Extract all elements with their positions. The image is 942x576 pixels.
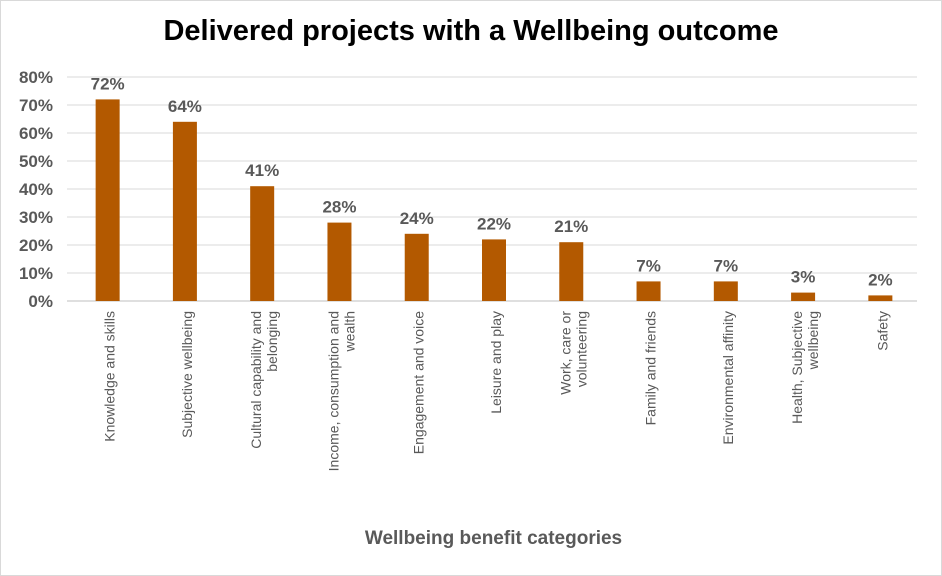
category-label: Environmental affinity	[720, 311, 736, 445]
y-tick-label: 70%	[19, 96, 53, 115]
bar	[868, 295, 893, 301]
bar	[713, 281, 738, 301]
category-label: Cultural capability andbelonging	[248, 311, 280, 449]
data-label: 7%	[636, 256, 661, 275]
category-label: Income, consumption andwealth	[325, 311, 357, 471]
category-label: Knowledge and skills	[102, 311, 118, 442]
bar	[636, 281, 661, 301]
x-axis-title: Wellbeing benefit categories	[364, 528, 623, 549]
category-label: Health, Subjectivewellbeing	[789, 311, 821, 424]
bar	[404, 233, 429, 301]
data-label: 2%	[868, 270, 893, 289]
category-label: Subjective wellbeing	[179, 311, 195, 438]
bar	[559, 242, 584, 301]
bar	[327, 222, 352, 301]
y-tick-label: 60%	[19, 124, 53, 143]
category-label: Leisure and play	[488, 311, 504, 414]
category-label: Work, care orvolunteering	[557, 311, 589, 395]
bar	[172, 121, 197, 301]
data-label: 41%	[245, 161, 279, 180]
data-label: 7%	[714, 256, 739, 275]
data-label: 64%	[168, 97, 202, 116]
y-tick-label: 40%	[19, 180, 53, 199]
data-label: 28%	[322, 198, 356, 217]
y-tick-label: 80%	[19, 68, 53, 87]
data-label: 3%	[791, 268, 816, 287]
y-tick-label: 0%	[28, 292, 53, 311]
chart-title: Delivered projects with a Wellbeing outc…	[163, 15, 779, 47]
y-tick-label: 30%	[19, 208, 53, 227]
category-label: Family and friends	[643, 311, 659, 425]
bar	[791, 292, 816, 301]
category-label: Engagement and voice	[411, 311, 427, 454]
bar	[482, 239, 506, 301]
data-label: 72%	[91, 74, 125, 93]
bar	[250, 186, 275, 301]
data-label: 22%	[477, 214, 511, 233]
category-label: Safety	[874, 311, 890, 351]
data-label: 24%	[400, 209, 434, 228]
bar	[95, 99, 120, 302]
y-tick-label: 50%	[19, 152, 53, 171]
y-tick-label: 20%	[19, 236, 53, 255]
data-label: 21%	[554, 217, 588, 236]
y-tick-label: 10%	[19, 264, 53, 283]
